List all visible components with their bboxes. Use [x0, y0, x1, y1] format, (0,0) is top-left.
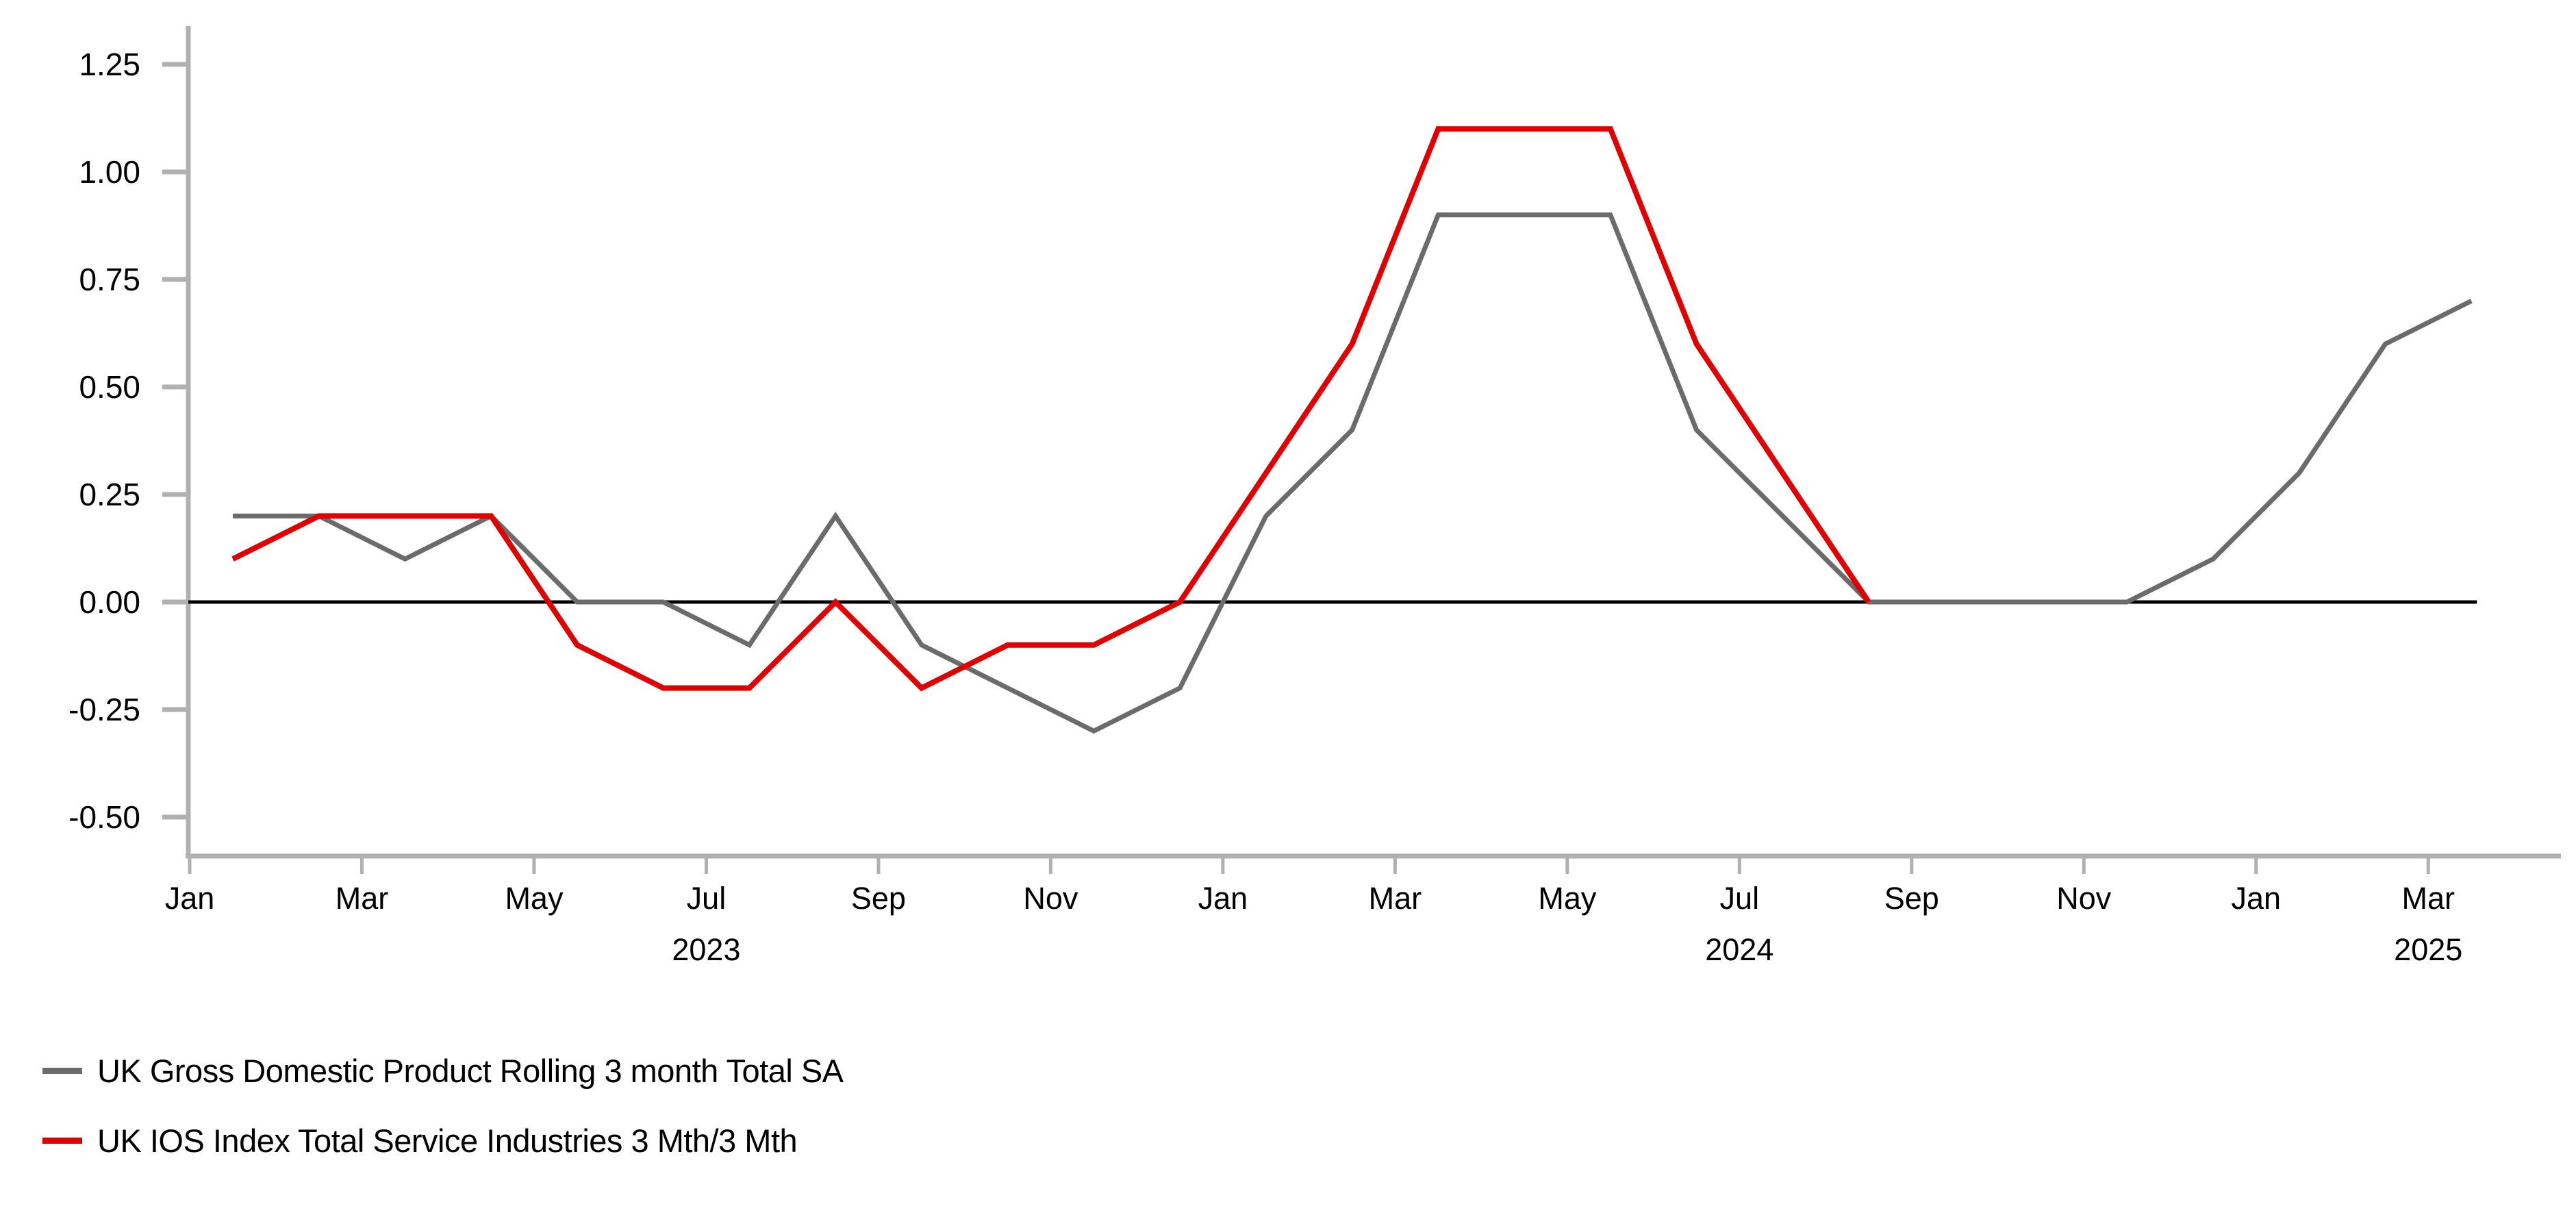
x-tick-label: Jan — [2231, 881, 2281, 916]
legend-label-ios: UK IOS Index Total Service Industries 3 … — [97, 1122, 798, 1159]
y-tick-label: 0.00 — [79, 584, 140, 620]
x-tick-label: Jan — [165, 881, 215, 916]
legend-label-gdp: UK Gross Domestic Product Rolling 3 mont… — [97, 1052, 844, 1089]
y-tick-label: 1.00 — [79, 154, 140, 190]
legend-item-gdp: UK Gross Domestic Product Rolling 3 mont… — [42, 1047, 844, 1094]
y-tick-label: 0.50 — [79, 369, 140, 405]
y-tick-label: 0.25 — [79, 477, 140, 512]
gdp-line-swatch — [42, 1067, 82, 1074]
y-tick-label: -0.25 — [68, 692, 140, 727]
x-tick-label: Nov — [1023, 881, 1078, 916]
x-tick-label: Nov — [2056, 881, 2112, 916]
x-tick-label: May — [505, 881, 564, 916]
y-tick-label: 0.75 — [79, 262, 140, 297]
year-label: 2023 — [672, 932, 740, 967]
x-tick-label: Sep — [851, 881, 906, 916]
year-label: 2024 — [1705, 932, 1773, 967]
y-tick-label: -0.50 — [68, 799, 140, 835]
year-label: 2025 — [2394, 932, 2462, 967]
x-tick-label: Mar — [2401, 881, 2455, 916]
legend-item-ios: UK IOS Index Total Service Industries 3 … — [42, 1116, 844, 1164]
x-tick-label: Mar — [1369, 881, 1422, 916]
gdp-line — [233, 212, 2473, 734]
x-tick-label: Jan — [1198, 881, 1248, 916]
x-tick-label: Sep — [1884, 881, 1939, 916]
ios-line-swatch — [42, 1137, 82, 1144]
y-tick-label: 1.25 — [79, 47, 140, 82]
x-tick-label: Mar — [336, 881, 389, 916]
ios-line — [231, 126, 1871, 692]
legend: UK Gross Domestic Product Rolling 3 mont… — [42, 1047, 844, 1164]
x-tick-label: Jul — [687, 881, 727, 916]
x-tick-label: May — [1538, 881, 1597, 916]
x-tick-label: Jul — [1720, 881, 1760, 916]
